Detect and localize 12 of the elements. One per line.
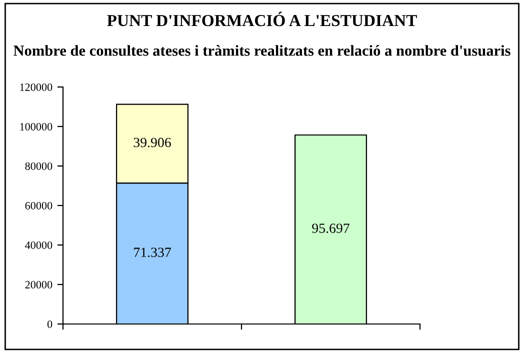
data-label: 95.697 bbox=[312, 224, 350, 234]
chart-title: PUNT D'INFORMACIÓ A L'ESTUDIANT bbox=[107, 12, 417, 26]
y-tick-label: 120000 bbox=[20, 83, 52, 91]
y-tick-label: 60000 bbox=[25, 202, 52, 210]
y-tick-label: 40000 bbox=[25, 241, 52, 249]
y-tick-label: 0 bbox=[47, 320, 52, 328]
y-tick-label: 80000 bbox=[25, 162, 52, 170]
y-tick-label: 100000 bbox=[20, 122, 52, 130]
chart-subtitle: Nombre de consultes ateses i tràmits realitzats en relació a nombre d'usuaris bbox=[14, 45, 510, 56]
data-label: 39.906 bbox=[134, 138, 171, 148]
y-tick-label: 20000 bbox=[25, 280, 52, 288]
data-label: 71.337 bbox=[134, 248, 171, 258]
